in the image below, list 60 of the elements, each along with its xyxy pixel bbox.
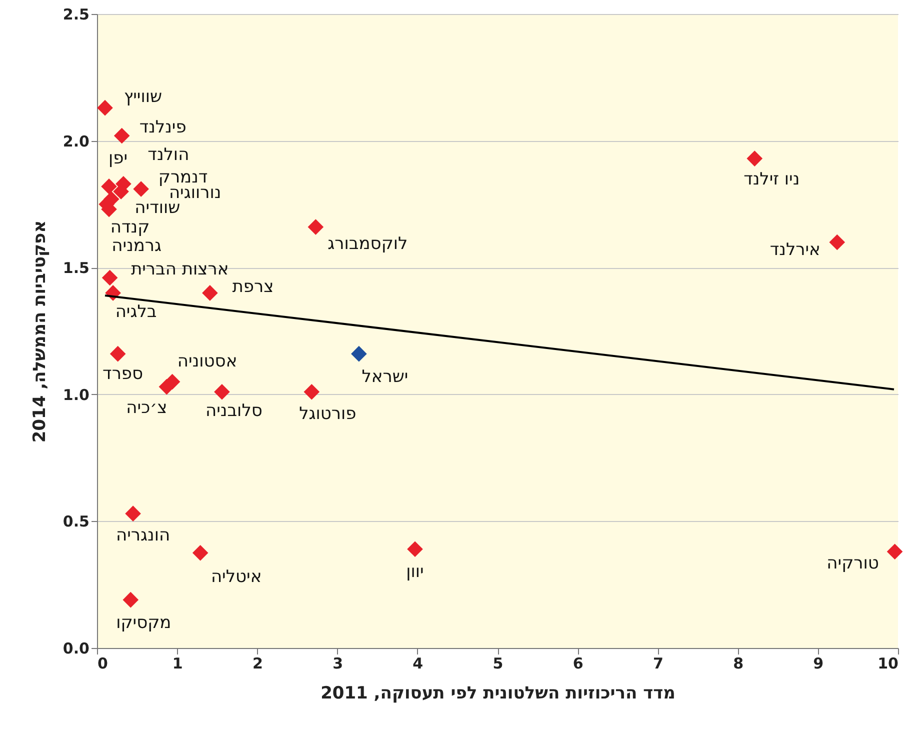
- x-tick-label: 2: [252, 654, 263, 672]
- point: [214, 384, 230, 400]
- x-tick-label: 7: [652, 654, 664, 672]
- point: [746, 150, 763, 166]
- x-tick-label: 8: [733, 654, 744, 672]
- point: [122, 592, 139, 608]
- annotation: צרפת: [232, 276, 274, 297]
- annotation: יוון: [406, 562, 424, 582]
- annotation: צ׳כיה: [126, 398, 168, 418]
- y-tick-label: 0.5: [62, 512, 90, 531]
- annotation: שווייץ: [124, 86, 162, 107]
- point: [351, 346, 367, 362]
- x-tick-label: 10: [878, 654, 898, 672]
- annotation: איטליה: [210, 566, 262, 587]
- x-tick-label: 4: [412, 654, 424, 672]
- y-tick-label: 1.0: [62, 386, 90, 404]
- point: [829, 234, 846, 250]
- point: [304, 384, 320, 400]
- annotation: קנדה: [110, 217, 150, 238]
- point: [192, 544, 208, 561]
- annotation: אסטוניה: [177, 352, 238, 372]
- y-tick-label: 2.0: [62, 132, 90, 150]
- annotation: אירלנד: [770, 240, 820, 260]
- annotation: ישראל: [362, 366, 408, 387]
- x-tick-label: 9: [813, 654, 824, 672]
- x-tick-label: 1: [172, 654, 183, 672]
- x-tick-label: 3: [332, 654, 344, 672]
- annotation: ספרד: [102, 364, 144, 384]
- x-axis-title: מדד הריכוזיות השלטונית לפי תעסוקה, 2011: [320, 684, 676, 704]
- annotation: הונגריה: [116, 526, 170, 546]
- annotation: פינלנד: [139, 118, 186, 138]
- point: [110, 346, 126, 362]
- annotation: סלובניה: [206, 400, 262, 421]
- x-tick-label: 0: [98, 654, 108, 672]
- annotation: יפן: [108, 148, 128, 168]
- annotation: פורטוגל: [299, 404, 356, 424]
- point: [101, 178, 117, 194]
- point: [133, 181, 149, 197]
- x-tick-label: 6: [572, 654, 584, 672]
- point: [886, 544, 903, 560]
- point: [114, 128, 130, 144]
- annotation: מקסיקו: [116, 612, 172, 633]
- point: [97, 100, 113, 116]
- y-tick-label: 2.5: [62, 6, 90, 24]
- point: [407, 541, 423, 557]
- annotation: ארצות הברית: [130, 260, 229, 280]
- annotation: הולנד: [148, 144, 190, 165]
- point: [125, 506, 141, 522]
- annotation: בלגיה: [115, 302, 157, 322]
- annotation: ניו זילנד: [744, 170, 800, 190]
- point: [202, 285, 218, 301]
- point: [308, 219, 324, 235]
- y-tick-label: 0.0: [62, 640, 90, 658]
- y-tick-label: 1.5: [62, 259, 90, 278]
- annotation: גרמניה: [112, 236, 162, 256]
- point: [102, 270, 118, 286]
- y-axis-title: אפקטיביות הממשלה, 2014: [30, 220, 50, 443]
- annotation: לוקסמבורג: [328, 234, 408, 254]
- x-tick-label: 5: [492, 654, 504, 672]
- annotation: טורקיה: [826, 554, 879, 574]
